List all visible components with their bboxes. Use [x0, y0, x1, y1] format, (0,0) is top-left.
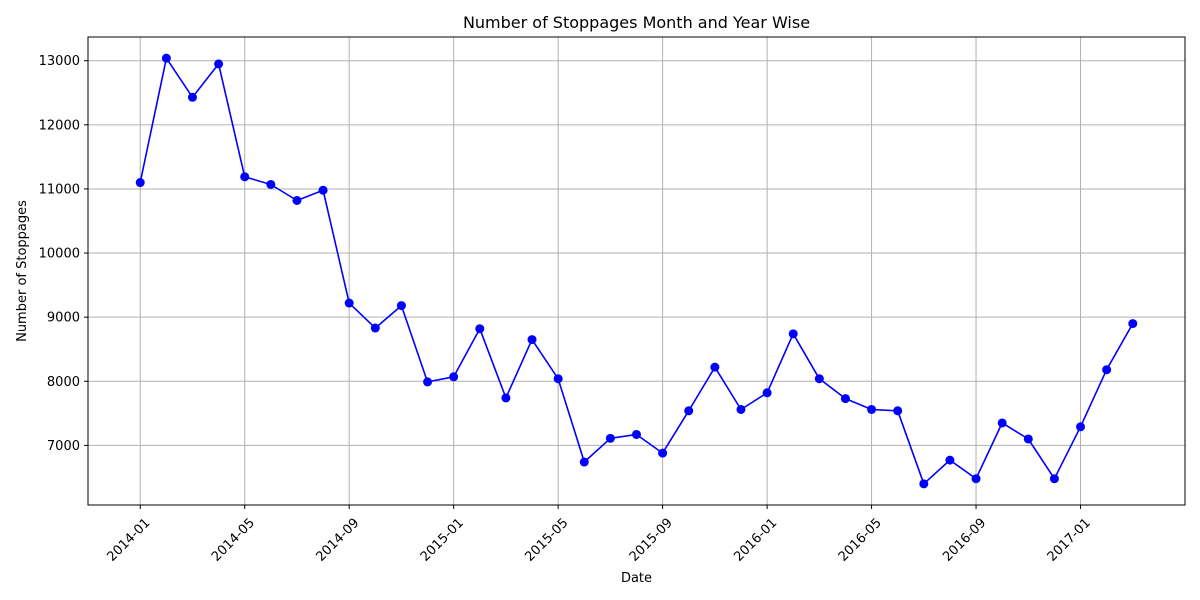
series-line — [139, 57, 1134, 485]
data-point — [1102, 365, 1112, 375]
data-point — [1128, 319, 1138, 329]
data-point — [370, 323, 380, 333]
data-point — [893, 406, 903, 416]
data-point — [266, 179, 276, 189]
data-point — [997, 418, 1007, 428]
x-tick-label: 2014-09 — [313, 516, 362, 565]
x-tick-label: 2014-05 — [209, 516, 258, 565]
data-point — [736, 404, 746, 414]
series-layer — [135, 53, 1138, 489]
data-point — [919, 479, 929, 489]
chart-title: Number of Stoppages Month and Year Wise — [463, 13, 810, 32]
data-point — [684, 406, 694, 416]
data-point — [788, 329, 798, 339]
data-point — [632, 429, 641, 439]
y-tick-label: 9000 — [47, 311, 80, 326]
data-point — [527, 335, 537, 345]
data-point — [867, 404, 877, 414]
x-tick-label: 2015-09 — [627, 516, 676, 565]
data-point — [240, 172, 250, 182]
data-point — [762, 388, 772, 398]
data-point — [945, 455, 955, 465]
y-tick-label: 10000 — [39, 247, 80, 262]
data-point — [135, 178, 145, 188]
data-point — [1049, 474, 1059, 484]
x-tick-label: 2015-05 — [522, 516, 571, 565]
data-point — [840, 394, 850, 404]
data-point — [292, 195, 302, 205]
plot-area-frame — [87, 36, 1186, 506]
data-point — [971, 474, 981, 484]
x-tick-label: 2017-01 — [1045, 516, 1094, 565]
data-point — [605, 433, 615, 443]
data-point — [396, 301, 406, 311]
data-point — [710, 362, 720, 372]
data-point — [318, 185, 328, 195]
data-point — [161, 53, 171, 63]
y-tick-label: 8000 — [47, 375, 80, 390]
data-point — [423, 377, 433, 387]
x-axis-label: Date — [621, 571, 652, 586]
x-tick-label: 2014-01 — [104, 516, 153, 565]
data-point — [579, 457, 589, 467]
data-point — [501, 393, 511, 403]
data-point — [553, 374, 563, 384]
y-tick-label: 12000 — [39, 118, 80, 133]
data-point — [1023, 434, 1033, 444]
grid-layer — [88, 37, 1185, 505]
y-tick-label: 7000 — [47, 439, 80, 454]
data-point — [658, 448, 668, 458]
data-point — [449, 372, 459, 382]
x-tick-label: 2015-01 — [418, 516, 467, 565]
y-tick-label: 11000 — [39, 182, 80, 197]
x-tick-label: 2016-09 — [940, 516, 989, 565]
data-point — [344, 298, 354, 308]
x-tick-label: 2016-05 — [836, 516, 885, 565]
data-point — [214, 59, 224, 69]
data-point — [475, 324, 485, 334]
axis-ticks: 7000 8000 9000 10000 11000 12000 13000 2014-01 2… — [39, 54, 1094, 564]
y-axis-label: Number of Stoppages — [15, 200, 30, 342]
x-tick-label: 2016-01 — [731, 516, 780, 565]
data-point — [814, 374, 824, 384]
data-point — [187, 92, 197, 102]
data-point — [1076, 422, 1086, 432]
y-tick-label: 13000 — [39, 54, 80, 69]
